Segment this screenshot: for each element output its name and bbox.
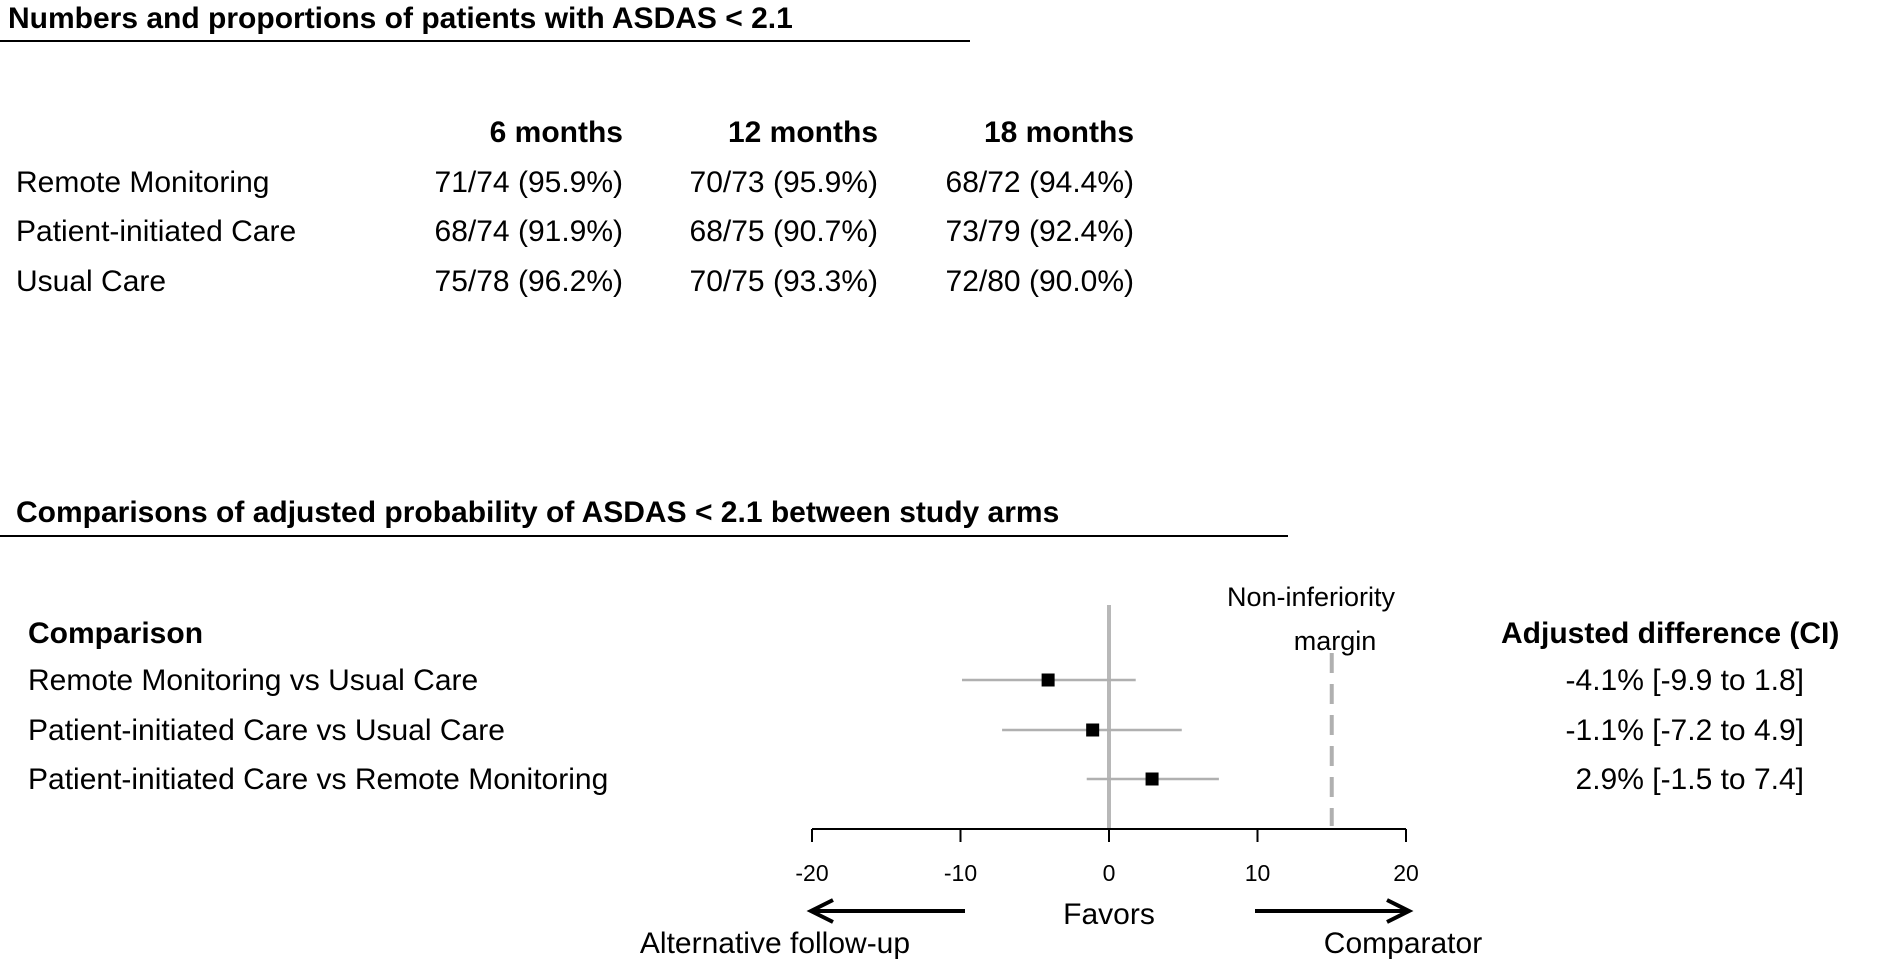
right-arrow-label: Comparator [1324, 927, 1482, 960]
column-header-18-months: 18 months [983, 116, 1134, 149]
table-cell: 68/75 (90.7%) [689, 215, 878, 248]
point-estimate [1086, 723, 1100, 737]
x-tick-label: 0 [1103, 860, 1116, 886]
table-cell: 68/74 (91.9%) [434, 215, 623, 248]
comparison-header: Comparison [28, 617, 203, 650]
point-estimate [1041, 673, 1055, 687]
comparison-label: Patient-initiated Care vs Remote Monitor… [28, 763, 608, 796]
row-label-remote-monitoring: Remote Monitoring [16, 166, 270, 199]
table-cell: 70/73 (95.9%) [689, 166, 878, 199]
x-tick-label: -10 [944, 860, 977, 886]
right-arrow-head [1386, 898, 1414, 924]
difference-header: Adjusted difference (CI) [1501, 617, 1839, 650]
forest-title: Comparisons of adjusted probability of A… [16, 496, 1060, 529]
x-tick-label: -20 [795, 860, 828, 886]
left-arrow-head [806, 898, 834, 924]
margin-label-line1: Non-inferiority [1227, 582, 1396, 612]
table-title: Numbers and proportions of patients with… [8, 2, 793, 35]
point-estimate [1145, 772, 1159, 786]
left-arrow-label: Alternative follow-up [640, 927, 910, 960]
table-cell: 75/78 (96.2%) [434, 265, 623, 298]
comparison-label: Remote Monitoring vs Usual Care [28, 664, 478, 697]
table-cell: 68/72 (94.4%) [945, 166, 1134, 199]
table-cell: 71/74 (95.9%) [434, 166, 623, 199]
adjusted-difference-value: 2.9% [-1.5 to 7.4] [1576, 763, 1804, 796]
margin-label-line2: margin [1294, 626, 1377, 656]
column-header-12-months: 12 months [727, 116, 878, 149]
column-header-6-months: 6 months [489, 116, 623, 149]
forest-title-rule [0, 535, 1288, 537]
x-tick-label: 20 [1393, 860, 1419, 886]
adjusted-difference-value: -1.1% [-7.2 to 4.9] [1566, 714, 1804, 747]
comparison-label: Patient-initiated Care vs Usual Care [28, 714, 505, 747]
table-title-rule [0, 40, 970, 42]
table-cell: 70/75 (93.3%) [689, 265, 878, 298]
row-label-usual-care: Usual Care [16, 265, 167, 298]
row-label-patient-initiated-care: Patient-initiated Care [16, 215, 297, 248]
favors-label: Favors [1063, 898, 1155, 931]
x-tick-label: 10 [1245, 860, 1271, 886]
adjusted-difference-value: -4.1% [-9.9 to 1.8] [1566, 664, 1804, 697]
table-cell: 73/79 (92.4%) [945, 215, 1134, 248]
table-cell: 72/80 (90.0%) [945, 265, 1134, 298]
